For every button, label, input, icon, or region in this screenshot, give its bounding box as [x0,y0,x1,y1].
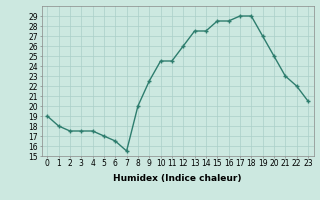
X-axis label: Humidex (Indice chaleur): Humidex (Indice chaleur) [113,174,242,183]
